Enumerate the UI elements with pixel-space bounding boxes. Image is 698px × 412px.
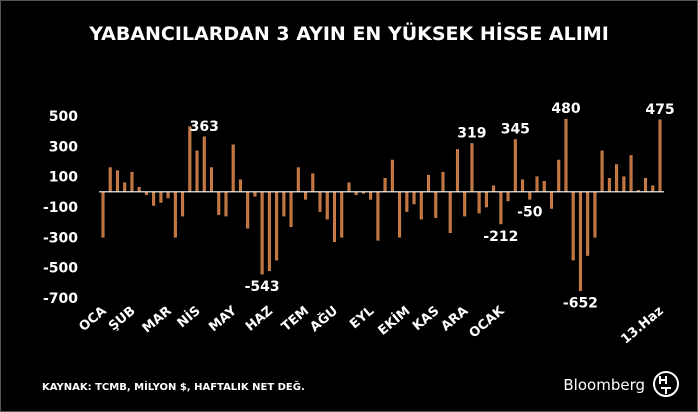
bar [463,191,467,217]
bar [231,144,235,193]
bar [557,159,561,193]
bar [311,173,315,193]
bar [304,191,308,200]
value-label: 345 [501,122,530,138]
logo-glyph [659,376,671,394]
bar [521,179,525,193]
bar [123,182,127,193]
bar [542,181,546,193]
bar [405,191,409,212]
bar [224,191,228,217]
bar [376,191,380,241]
bar [549,191,553,209]
bar [152,191,156,206]
bar [470,143,474,193]
bar [658,119,662,193]
bar [296,167,300,193]
bar [629,155,633,193]
value-label: 480 [551,101,580,117]
bar [115,170,119,193]
y-tick-label: -300 [43,230,78,246]
bar [267,191,271,271]
source-note: KAYNAK: TCMB, MİLYON $, HAFTALIK NET DEĞ… [42,379,305,393]
value-label: 475 [645,102,674,118]
bar [622,176,626,193]
bar [528,191,532,200]
value-label: -50 [517,204,543,220]
logo [653,371,679,397]
bar [586,191,590,256]
chart-title: YABANCILARDAN 3 AYIN EN YÜKSEK HİSSE ALI… [88,21,609,45]
bar [289,191,293,227]
brand: Bloomberg [563,376,645,394]
bar [427,174,431,193]
bar [101,191,105,238]
bar [166,191,170,199]
y-tick-label: 100 [49,170,78,186]
bar [195,150,199,193]
bar [398,191,402,238]
bar [108,167,112,193]
bar [455,149,459,193]
y-tick-label: -500 [43,261,78,277]
bar [535,176,539,193]
y-tick-label: 300 [49,139,78,155]
bar [210,167,214,193]
bar [369,191,373,200]
bar [578,191,582,291]
bar [217,191,221,215]
bar [571,191,575,261]
bar [593,191,597,238]
bar [607,177,611,193]
bar [651,185,655,193]
bar [282,191,286,217]
bar [159,191,163,203]
bar [260,191,264,275]
bar [325,191,329,220]
bar [347,182,351,193]
value-label: 319 [457,125,486,141]
bar [600,150,604,193]
bar [412,191,416,205]
bar [448,191,452,233]
bar [318,191,322,212]
y-tick-label: -700 [43,291,78,307]
logo-ring [653,371,679,397]
bar [246,191,250,229]
bar [340,191,344,238]
value-label: -652 [563,296,598,312]
bar [492,185,496,193]
bar [484,191,488,208]
bar [644,177,648,193]
bar [275,191,279,261]
bar [441,171,445,193]
value-label: 363 [190,119,219,135]
bar [477,191,481,214]
bar [181,191,185,217]
value-label: -543 [245,279,280,295]
bar [173,191,177,238]
bar [390,159,394,193]
bar [513,139,517,193]
bar [130,171,134,193]
bar [564,118,568,193]
bar [419,191,423,220]
bar [188,126,192,193]
value-label: -212 [483,229,518,245]
y-tick-label: -100 [43,200,78,216]
bar [506,191,510,202]
bar [202,136,206,193]
bar [434,191,438,218]
bar [238,179,242,193]
bar [383,177,387,193]
y-tick-label: 500 [49,109,78,125]
bar [332,191,336,243]
bar [499,191,503,225]
bar [253,191,257,197]
bar [137,187,141,193]
bar [615,164,619,193]
